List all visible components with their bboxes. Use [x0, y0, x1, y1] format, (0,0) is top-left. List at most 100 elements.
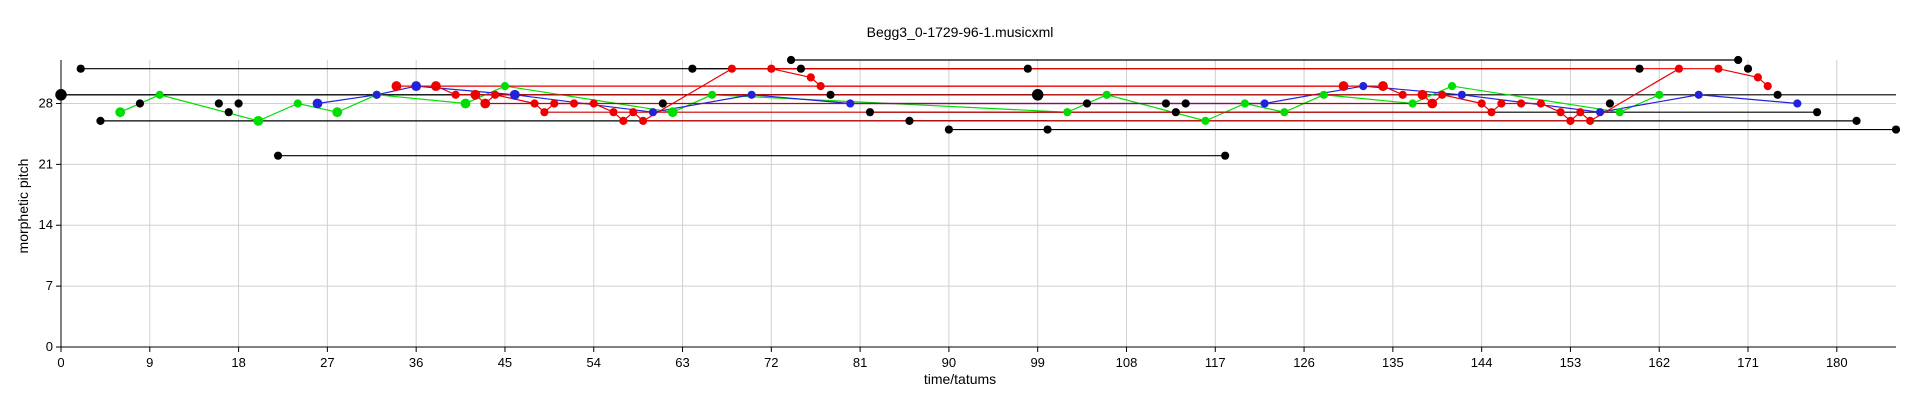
note-point	[846, 99, 855, 108]
note-point	[944, 125, 954, 134]
x-tick-label: 36	[409, 355, 423, 370]
note-point	[500, 81, 510, 91]
note-point	[273, 151, 283, 160]
note-point	[1378, 81, 1388, 92]
note-point	[1338, 81, 1349, 92]
note-point	[293, 99, 302, 108]
note-point	[540, 108, 549, 117]
x-tick-label: 171	[1737, 355, 1759, 370]
note-point	[629, 108, 638, 117]
y-tick-label: 21	[39, 156, 53, 171]
note-point	[451, 90, 460, 99]
x-axis-label: time/tatums	[924, 371, 996, 387]
note-point	[1714, 64, 1723, 73]
note-point	[816, 81, 825, 91]
note-point	[1438, 90, 1447, 99]
note-point	[1260, 99, 1269, 108]
note-point	[1891, 125, 1901, 134]
note-point	[411, 81, 422, 92]
note-point	[1408, 99, 1417, 108]
note-point	[155, 90, 164, 99]
note-point	[1576, 108, 1585, 117]
note-point	[747, 90, 756, 99]
note-point	[1773, 90, 1782, 99]
note-point	[1043, 125, 1052, 134]
note-point	[509, 89, 520, 100]
note-point	[1031, 89, 1044, 101]
x-tick-label: 153	[1560, 355, 1582, 370]
note-point	[1359, 81, 1368, 91]
note-point	[530, 99, 539, 108]
x-tick-label: 162	[1648, 355, 1670, 370]
axes-layer: 0 9 18 27 36 45 54 63 72 81 90 99 108 117 126 135 144 153…	[39, 60, 1896, 370]
note-point	[96, 116, 105, 125]
note-point	[1171, 108, 1180, 117]
note-point	[1181, 99, 1190, 108]
note-point	[1457, 90, 1467, 99]
note-point	[214, 99, 223, 108]
note-point	[490, 90, 500, 99]
note-point	[1615, 108, 1624, 117]
note-point	[1655, 90, 1664, 99]
note-point	[312, 98, 323, 109]
x-tick-label: 18	[231, 355, 245, 370]
note-point	[1447, 81, 1457, 91]
note-point	[1280, 108, 1289, 117]
x-tick-label: 72	[764, 355, 778, 370]
note-point	[1753, 73, 1762, 82]
note-point	[224, 108, 233, 117]
note-point	[332, 107, 343, 118]
note-point	[1674, 64, 1684, 73]
note-point	[1812, 108, 1822, 117]
note-point	[115, 107, 126, 118]
note-point	[1586, 116, 1595, 125]
note-point	[688, 64, 697, 73]
note-point	[619, 116, 628, 125]
note-point	[1556, 108, 1565, 117]
note-point	[1595, 108, 1605, 117]
note-point	[1161, 99, 1171, 108]
note-point	[708, 90, 717, 99]
note-point	[767, 64, 776, 73]
note-point	[727, 64, 736, 73]
note-point	[391, 81, 402, 92]
note-point	[1536, 99, 1545, 108]
note-point	[865, 108, 875, 117]
note-point	[550, 99, 559, 108]
note-point	[826, 90, 835, 99]
note-point	[638, 116, 648, 125]
note-point	[1566, 116, 1575, 125]
note-point	[1497, 99, 1506, 108]
note-point	[1398, 90, 1407, 99]
note-point	[1102, 90, 1111, 99]
note-point	[589, 99, 598, 108]
note-point	[1694, 90, 1703, 99]
x-tick-label: 135	[1382, 355, 1404, 370]
note-point	[1427, 98, 1438, 109]
x-tick-label: 81	[853, 355, 867, 370]
x-tick-label: 63	[675, 355, 689, 370]
note-point	[1221, 151, 1230, 160]
x-tick-label: 27	[320, 355, 334, 370]
x-tick-label: 90	[942, 355, 956, 370]
note-point	[1635, 64, 1644, 73]
note-point	[1605, 99, 1614, 108]
x-tick-label: 126	[1293, 355, 1315, 370]
note-point	[569, 99, 579, 108]
note-point	[1477, 99, 1486, 108]
note-point	[1063, 108, 1072, 117]
note-point	[1319, 90, 1328, 99]
note-point	[460, 98, 471, 109]
note-point	[905, 116, 914, 125]
y-tick-label: 28	[39, 95, 53, 110]
note-point	[135, 99, 145, 108]
note-point	[430, 81, 441, 92]
x-tick-label: 117	[1205, 355, 1226, 370]
series-layer	[55, 55, 1901, 160]
note-point	[253, 115, 264, 126]
note-point	[1763, 81, 1772, 91]
x-tick-label: 0	[57, 355, 64, 370]
x-tick-label: 9	[146, 355, 153, 370]
